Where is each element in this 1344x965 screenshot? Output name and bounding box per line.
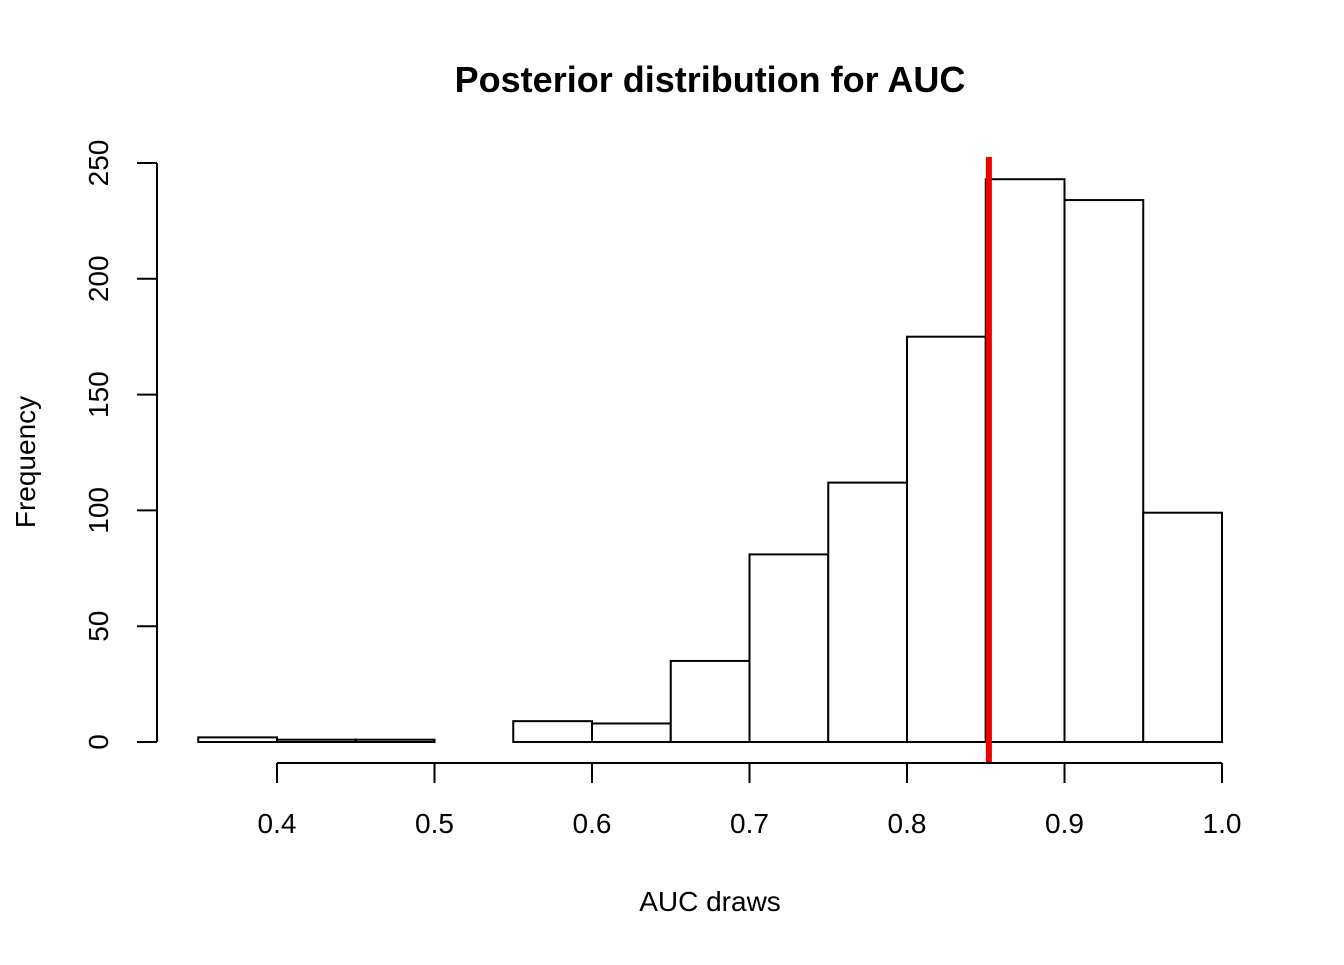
y-tick-label-0: 0 [83,734,114,750]
x-tick-label-4: 0.8 [888,808,927,839]
bars-group [197,178,1223,744]
histogram-bar-0 [197,736,278,743]
histogram-bar-7 [748,553,830,743]
histogram-bar-12 [1142,511,1223,743]
y-tick-label-4: 200 [83,255,114,302]
y-axis-label: Frequency [10,396,41,528]
y-tick-label-5: 250 [83,140,114,187]
x-axis: 0.4 0.5 0.6 0.7 0.8 0.9 1.0 [258,762,1242,839]
x-tick-label-1: 0.5 [415,808,454,839]
x-tick-label-3: 0.7 [730,808,769,839]
x-tick-label-6: 1.0 [1203,808,1242,839]
histogram-bar-4 [512,720,593,744]
histogram-bar-10 [984,178,1066,744]
histogram-bar-11 [1063,199,1145,743]
y-tick-label-3: 150 [83,371,114,418]
histogram-bar-2 [354,738,436,744]
x-tick-label-0: 0.4 [258,808,297,839]
y-axis: 0 50 100 150 200 250 [83,140,158,750]
histogram-bar-9 [906,335,987,743]
x-tick-label-5: 0.9 [1045,808,1084,839]
x-tick-label-2: 0.6 [573,808,612,839]
histogram-bar-6 [669,659,751,743]
y-tick-label-1: 50 [83,611,114,642]
x-axis-label: AUC draws [639,886,781,917]
histogram-bar-1 [276,738,357,744]
histogram-bar-8 [827,481,908,743]
histogram-bar-5 [591,722,672,743]
chart-title: Posterior distribution for AUC [455,59,966,100]
y-tick-label-2: 100 [83,487,114,534]
